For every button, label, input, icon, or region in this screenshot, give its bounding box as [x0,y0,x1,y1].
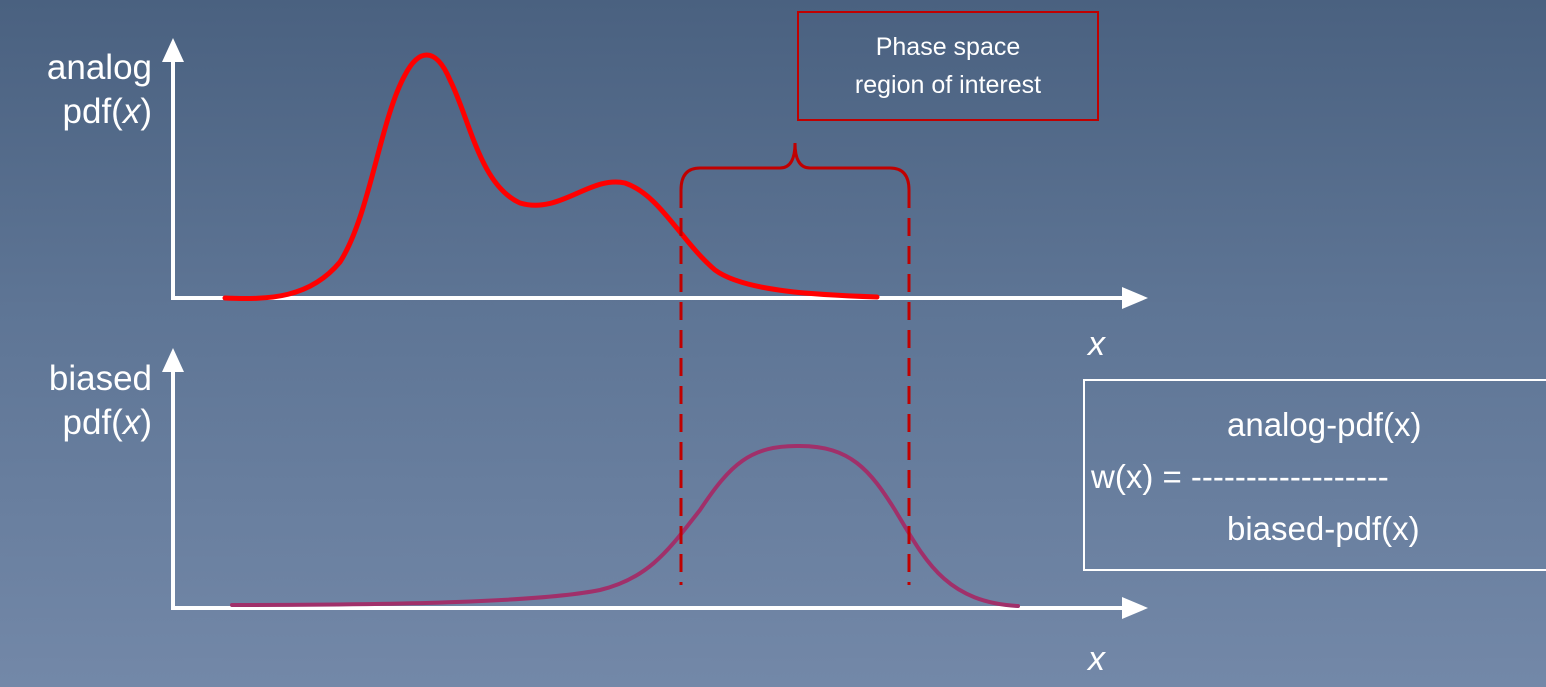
bottom-y-axis-label: biased pdf(x) [0,357,152,445]
region-box-line2: region of interest [854,71,1042,99]
bottom-y-label-line1: biased [48,359,152,398]
formula-lhs: w(x) = ------------------ [1091,458,1389,495]
formula-denominator: biased-pdf(x) [1227,510,1420,547]
top-y-axis-label: analog pdf(x) [0,46,152,134]
region-curly-brace [679,142,911,191]
top-y-label-line1: analog [46,48,152,87]
formula-numerator: analog-pdf(x) [1227,406,1422,443]
bottom-y-axis-arrowhead [162,348,184,372]
top-x-axis-label: x [1088,325,1105,363]
top-y-axis-arrowhead [162,38,184,62]
region-of-interest-box: Phase space region of interest [797,11,1099,121]
weight-formula-box: analog-pdf(x) w(x) = ------------------ … [1083,379,1546,571]
analog-pdf-curve [222,52,880,302]
top-y-label-line2: pdf(x) [62,92,152,131]
bottom-y-label-line2: pdf(x) [62,403,152,442]
top-x-axis-arrowhead [1122,287,1148,309]
bottom-x-axis-arrowhead [1122,597,1148,619]
bottom-x-axis-label: x [1088,640,1105,678]
region-box-line1: Phase space [875,33,1021,61]
biased-pdf-curve [230,443,1020,608]
